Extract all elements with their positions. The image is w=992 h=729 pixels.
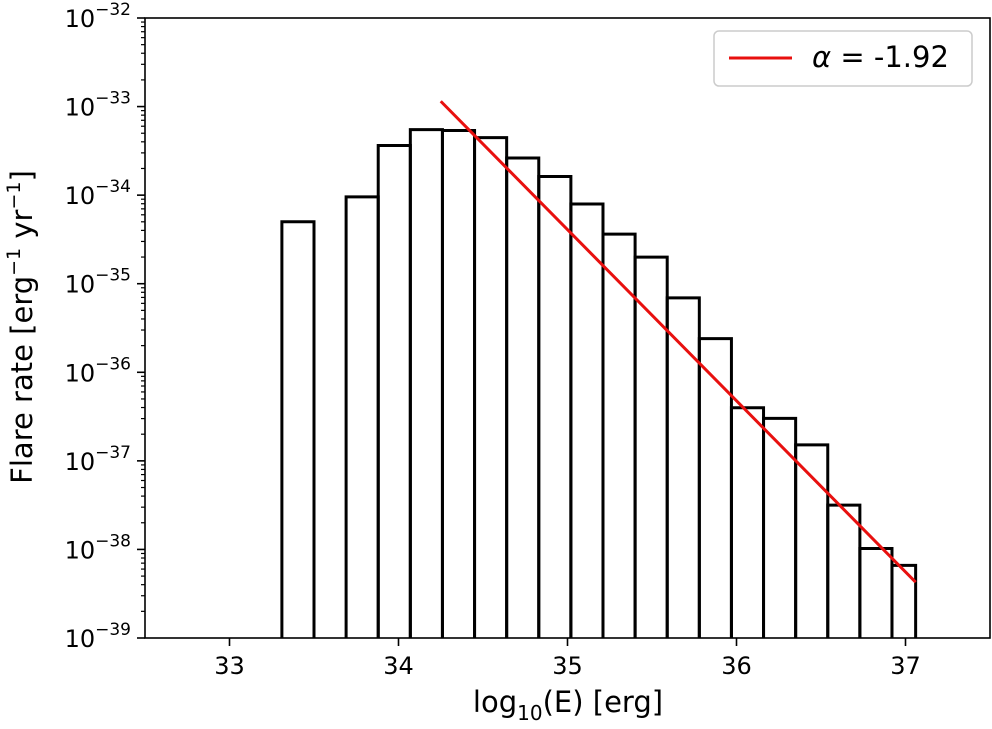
histogram-bin-7 xyxy=(505,156,541,638)
histogram-bin-19 xyxy=(890,563,918,638)
y-axis: 10−39 10−38 10−37 10−36 10−35 10−34 10−33 10−32 xyxy=(65,0,145,653)
x-axis-label-prefix: log xyxy=(473,685,517,719)
histogram-bin-16 xyxy=(794,443,830,638)
x-axis: 33 34 35 36 37 xyxy=(214,638,921,680)
legend-alpha-symbol: α xyxy=(812,40,831,74)
y-axis-label-part2: yr xyxy=(5,209,39,247)
x-axis-label: log10(E) [erg] xyxy=(473,685,663,725)
histogram-bin-14 xyxy=(729,406,766,638)
legend-label: α = -1.92 xyxy=(812,40,949,74)
y-tick-label: 10−37 xyxy=(65,443,131,476)
x-axis-label-subscript: 10 xyxy=(517,701,542,725)
histogram-bin-8 xyxy=(537,175,573,638)
y-tick-label: 10−33 xyxy=(65,89,131,122)
y-tick-label: 10−39 xyxy=(65,620,131,653)
y-tick-label: 10−32 xyxy=(65,0,131,33)
y-tick-label: 10−38 xyxy=(65,531,131,564)
y-axis-label-sup2: −1 xyxy=(3,182,25,210)
x-tick-label: 35 xyxy=(552,652,583,680)
y-axis-label: Flare rate [erg−1 yr−1] xyxy=(3,170,39,484)
y-axis-label-part1: Flare rate [erg xyxy=(5,276,39,484)
histogram-bin-17 xyxy=(826,503,862,638)
histogram-bin-13 xyxy=(697,337,733,638)
power-law-fit-line xyxy=(439,100,917,584)
histogram-bin-5 xyxy=(440,128,477,638)
plot-frame xyxy=(144,17,991,639)
histogram-bin-4 xyxy=(408,128,444,638)
legend-box xyxy=(713,30,973,87)
y-axis-label-sup1: −1 xyxy=(3,248,25,276)
x-tick-label: 33 xyxy=(214,652,245,680)
y-tick-label: 10−35 xyxy=(65,266,131,299)
histogram-bin-0 xyxy=(280,220,316,638)
x-tick-label: 36 xyxy=(721,652,752,680)
x-axis-label-suffix: (E) [erg] xyxy=(543,685,663,719)
histogram-bin-15 xyxy=(762,416,798,638)
histogram-bin-3 xyxy=(376,144,412,638)
x-tick-label: 34 xyxy=(383,652,414,680)
histogram-bin-6 xyxy=(473,136,509,638)
y-tick-label: 10−36 xyxy=(65,354,131,387)
x-tick-label: 37 xyxy=(890,652,921,680)
legend: α = -1.92 xyxy=(713,30,973,87)
histogram-bin-9 xyxy=(569,202,605,638)
legend-value: = -1.92 xyxy=(831,40,949,74)
histogram-bin-18 xyxy=(858,547,894,638)
y-axis-label-part3: ] xyxy=(5,170,39,181)
histogram-bin-2 xyxy=(344,195,380,638)
plot-marks xyxy=(280,100,918,638)
y-tick-label: 10−34 xyxy=(65,177,131,210)
